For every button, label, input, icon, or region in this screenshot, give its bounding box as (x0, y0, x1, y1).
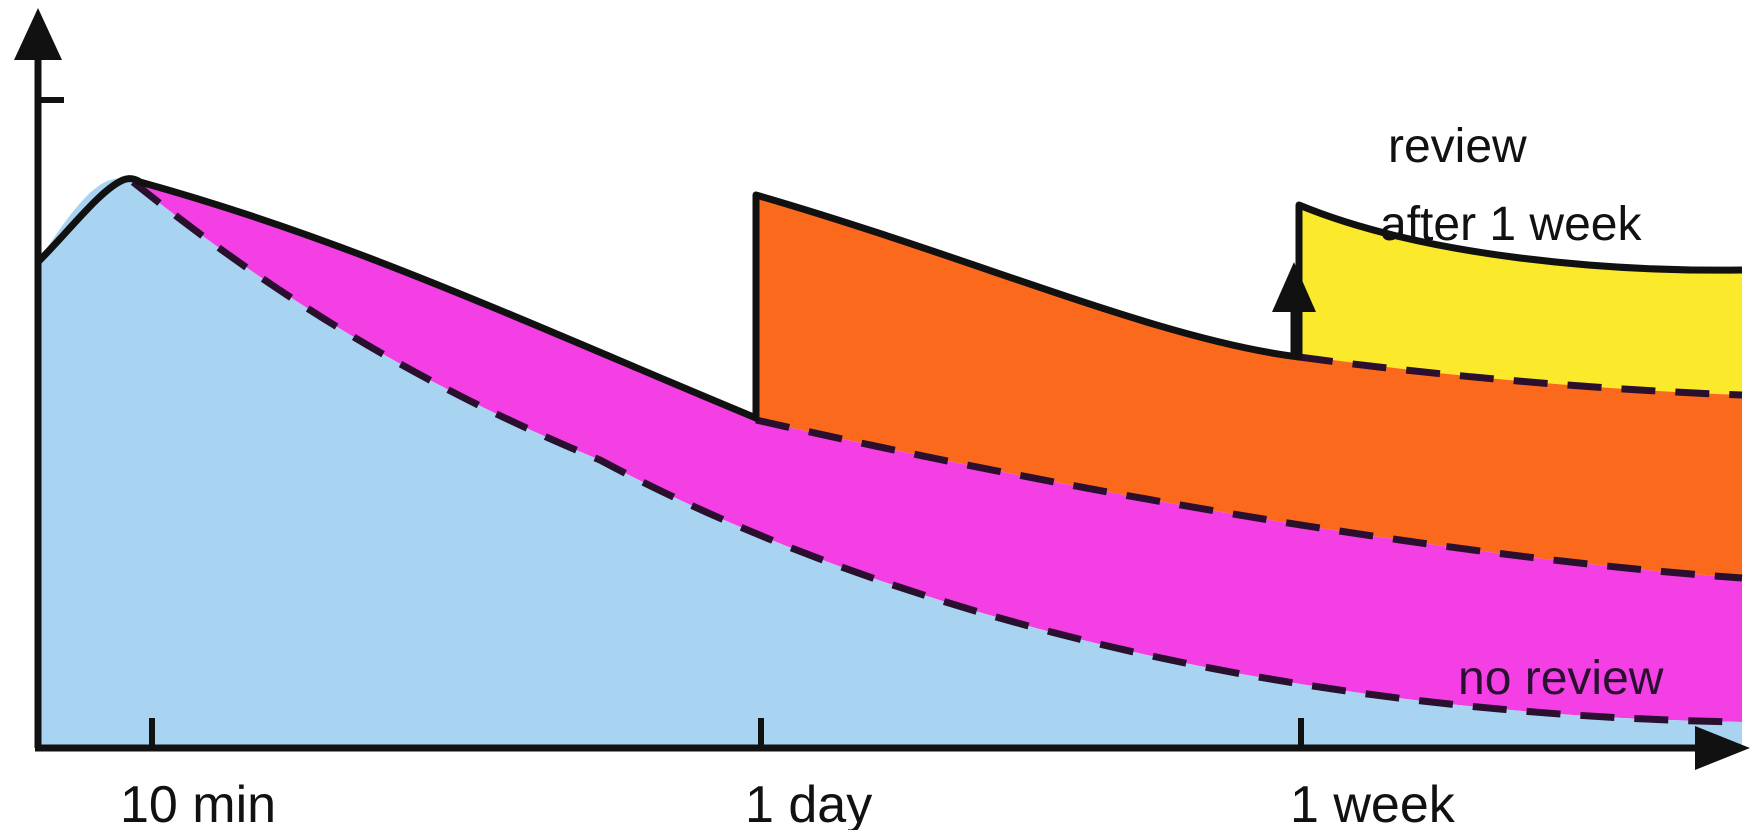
y-axis (14, 8, 64, 748)
region-review-after-10-min (133, 182, 1742, 722)
review-arrow-icon (1272, 262, 1316, 355)
annotation-review-week-line1: review (1388, 120, 1527, 173)
x-axis (35, 718, 1750, 770)
dashed-curve-review-10min (755, 416, 1743, 582)
x-tick-label-10min: 10 min (120, 776, 276, 830)
solid-retention-outline (34, 175, 1743, 422)
region-review-after-1-week (1299, 205, 1742, 395)
annotation-no-review: no review (1458, 652, 1664, 705)
region-review-after-1-day (756, 195, 1742, 578)
dashed-curve-review-1day (1298, 353, 1743, 399)
x-tick-label-1day: 1 day (745, 776, 872, 830)
dashed-curve-no-review (130, 179, 1743, 726)
x-tick-label-1week: 1 week (1290, 776, 1456, 830)
region-no-review (38, 178, 1742, 749)
annotation-review-week-line2: after 1 week (1380, 198, 1642, 251)
